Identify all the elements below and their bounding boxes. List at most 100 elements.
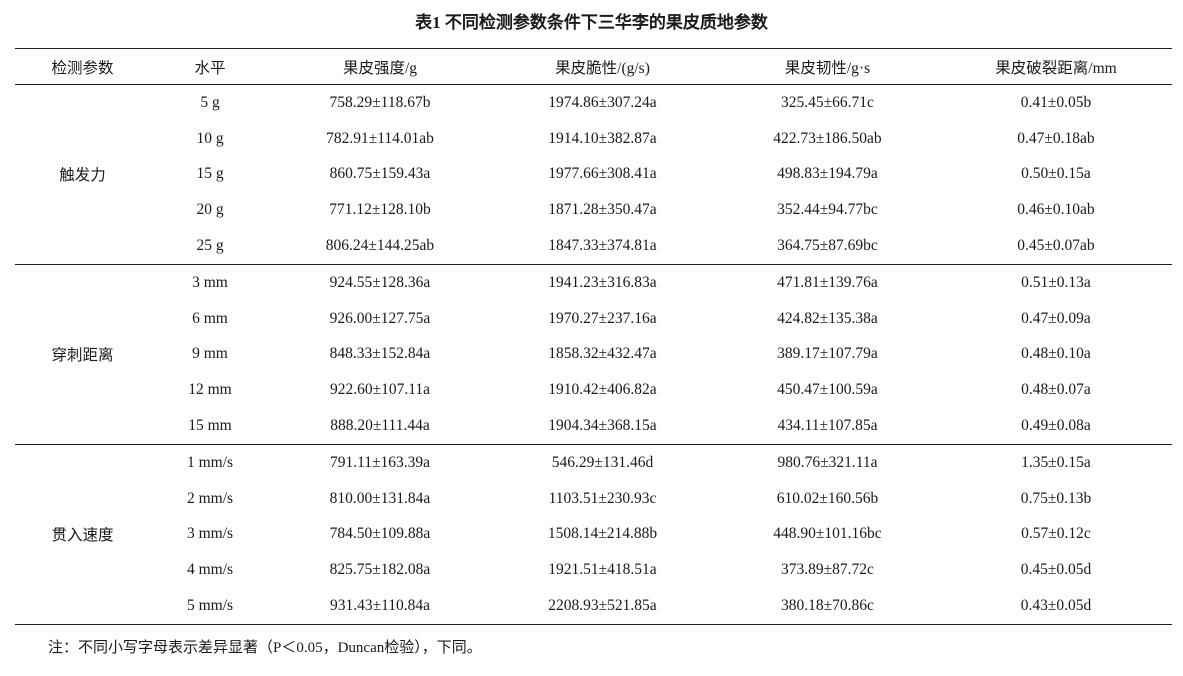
value-cell: 758.29±118.67b (329, 93, 431, 111)
table-note: 注：不同小写字母表示差异显著（P＜0.05，Duncan检验），下同。 (48, 640, 482, 656)
table-row: 2 mm/s 810.00±131.84a 1103.51±230.93c 610.0… (15, 481, 1172, 517)
value-cell: 448.90±101.16bc (773, 525, 882, 543)
value-cell: 980.76±321.11a (777, 453, 878, 471)
level-cell: 15 g (196, 165, 224, 183)
table-row: 3 mm/s 784.50±109.88a 1508.14±214.88b 448.9… (15, 517, 1172, 553)
level-cell: 4 mm/s (186, 561, 234, 579)
value-cell: 1914.10±382.87a (548, 129, 657, 147)
table-row: 穿刺距离 3 mm 924.55±128.36a 1941.23±316.83a 471… (15, 264, 1172, 445)
value-cell: 1910.42±406.82a (548, 381, 657, 399)
value-cell: 389.17±107.79a (777, 345, 878, 363)
value-cell: 0.49±0.08a (940, 408, 1172, 445)
header-strength: 果皮强度/g (270, 48, 490, 85)
value-cell: 771.12±128.10b (329, 201, 431, 219)
table-row: 触发力 5 g 758.29±118.67b 1974.86±307.24a 325.4… (15, 84, 1172, 265)
header-rupture-distance: 果皮破裂距离/mm (940, 48, 1172, 85)
value-cell: 0.48±0.10a (1021, 345, 1091, 363)
value-cell: 1970.27±237.16a (548, 309, 657, 327)
header-brittleness: 果皮脆性/(g/s) (490, 48, 715, 85)
value-cell: 784.50±109.88a (329, 525, 431, 543)
group-name: 穿刺距离 (15, 264, 150, 445)
table-row: 20 g 771.12±128.10b 1871.28±350.47a 352.44±… (15, 192, 1172, 228)
value-cell: 0.50±0.15a (1021, 165, 1091, 183)
value-cell: 0.57±0.12c (1021, 525, 1091, 543)
value-cell: 791.11±163.39a (329, 453, 431, 471)
value-cell: 0.45±0.07ab (940, 228, 1172, 265)
value-cell: 2208.93±521.85a (490, 588, 715, 625)
table-row: 10 g 782.91±114.01ab 1914.10±382.87a 422.73… (15, 121, 1172, 157)
value-cell: 0.41±0.05b (1020, 93, 1092, 111)
table-row: 12 mm 922.60±107.11a 1910.42±406.82a 450.47… (15, 372, 1172, 408)
value-cell: 810.00±131.84a (329, 489, 431, 507)
value-cell: 434.11±107.85a (715, 408, 940, 445)
level-cell: 3 mm/s (186, 525, 234, 543)
value-cell: 848.33±152.84a (329, 345, 431, 363)
value-cell: 422.73±186.50ab (773, 129, 882, 147)
value-cell: 610.02±160.56b (776, 489, 879, 507)
value-cell: 546.29±131.46d (551, 453, 654, 471)
value-cell: 0.51±0.13a (1021, 273, 1091, 291)
value-cell: 922.60±107.11a (329, 381, 431, 399)
value-cell: 380.18±70.86c (715, 588, 940, 625)
level-cell: 5 g (200, 93, 220, 111)
value-cell: 0.43±0.05d (940, 588, 1172, 625)
value-cell: 424.82±135.38a (777, 309, 878, 327)
data-table: 检测参数 水平 果皮强度/g 果皮脆性/(g/s) 果皮韧性/g·s 果皮破裂距… (15, 48, 1172, 625)
value-cell: 1921.51±418.51a (548, 561, 657, 579)
table-row: 贯入速度 1 mm/s 791.11±163.39a 546.29±131.46d 98… (15, 444, 1172, 625)
group-name: 贯入速度 (15, 444, 150, 625)
table-row: 25 g 806.24±144.25ab 1847.33±374.81a 364.75… (15, 228, 1172, 265)
level-cell: 5 mm/s (150, 588, 270, 625)
level-cell: 3 mm (192, 273, 228, 291)
value-cell: 0.48±0.07a (1021, 381, 1091, 399)
table-row: 5 mm/s 931.43±110.84a 2208.93±521.85a 380.1… (15, 588, 1172, 625)
header-param: 检测参数 (15, 48, 150, 85)
group-name: 触发力 (15, 84, 150, 265)
value-cell: 498.83±194.79a (777, 165, 878, 183)
level-cell: 12 mm (188, 381, 232, 399)
value-cell: 0.45±0.05d (1020, 561, 1092, 579)
value-cell: 0.75±0.13b (1020, 489, 1092, 507)
value-cell: 352.44±94.77bc (777, 201, 878, 219)
table-row: 9 mm 848.33±152.84a 1858.32±432.47a 389.17±… (15, 337, 1172, 373)
table-row: 15 mm 888.20±111.44a 1904.34±368.15a 434.11… (15, 408, 1172, 445)
value-cell: 0.46±0.10ab (1017, 201, 1095, 219)
level-cell: 2 mm/s (186, 489, 234, 507)
value-cell: 471.81±139.76a (777, 273, 878, 291)
level-cell: 6 mm (192, 309, 228, 327)
level-cell: 1 mm/s (186, 453, 234, 471)
table-row: 15 g 860.75±159.43a 1977.66±308.41a 498.83±… (15, 157, 1172, 193)
level-cell: 9 mm (192, 345, 228, 363)
value-cell: 931.43±110.84a (270, 588, 490, 625)
value-cell: 888.20±111.44a (270, 408, 490, 445)
header-row: 检测参数 水平 果皮强度/g 果皮脆性/(g/s) 果皮韧性/g·s 果皮破裂距… (15, 48, 1172, 85)
value-cell: 1508.14±214.88b (547, 525, 658, 543)
value-cell: 825.75±182.08a (329, 561, 431, 579)
table-row: 4 mm/s 825.75±182.08a 1921.51±418.51a 373.8… (15, 552, 1172, 588)
header-toughness: 果皮韧性/g·s (715, 48, 940, 85)
value-cell: 782.91±114.01ab (326, 129, 434, 147)
value-cell: 926.00±127.75a (329, 309, 431, 327)
header-level: 水平 (150, 48, 270, 85)
value-cell: 1974.86±307.24a (548, 93, 657, 111)
value-cell: 924.55±128.36a (329, 273, 431, 291)
value-cell: 450.47±100.59a (777, 381, 878, 399)
value-cell: 1941.23±316.83a (548, 273, 657, 291)
value-cell: 1103.51±230.93c (548, 489, 657, 507)
value-cell: 1858.32±432.47a (548, 345, 657, 363)
level-cell: 20 g (196, 201, 224, 219)
value-cell: 1871.28±350.47a (548, 201, 657, 219)
table-title: 表1 不同检测参数条件下三华李的果皮质地参数 (415, 13, 768, 32)
level-cell: 15 mm (150, 408, 270, 445)
value-cell: 325.45±66.71c (781, 93, 874, 111)
value-cell: 806.24±144.25ab (270, 228, 490, 265)
value-cell: 1847.33±374.81a (490, 228, 715, 265)
value-cell: 1904.34±368.15a (490, 408, 715, 445)
value-cell: 860.75±159.43a (329, 165, 431, 183)
value-cell: 1.35±0.15a (1021, 453, 1091, 471)
value-cell: 0.47±0.09a (1021, 309, 1091, 327)
value-cell: 364.75±87.69bc (715, 228, 940, 265)
level-cell: 25 g (150, 228, 270, 265)
value-cell: 0.47±0.18ab (1017, 129, 1095, 147)
table-row: 6 mm 926.00±127.75a 1970.27±237.16a 424.82±… (15, 301, 1172, 337)
